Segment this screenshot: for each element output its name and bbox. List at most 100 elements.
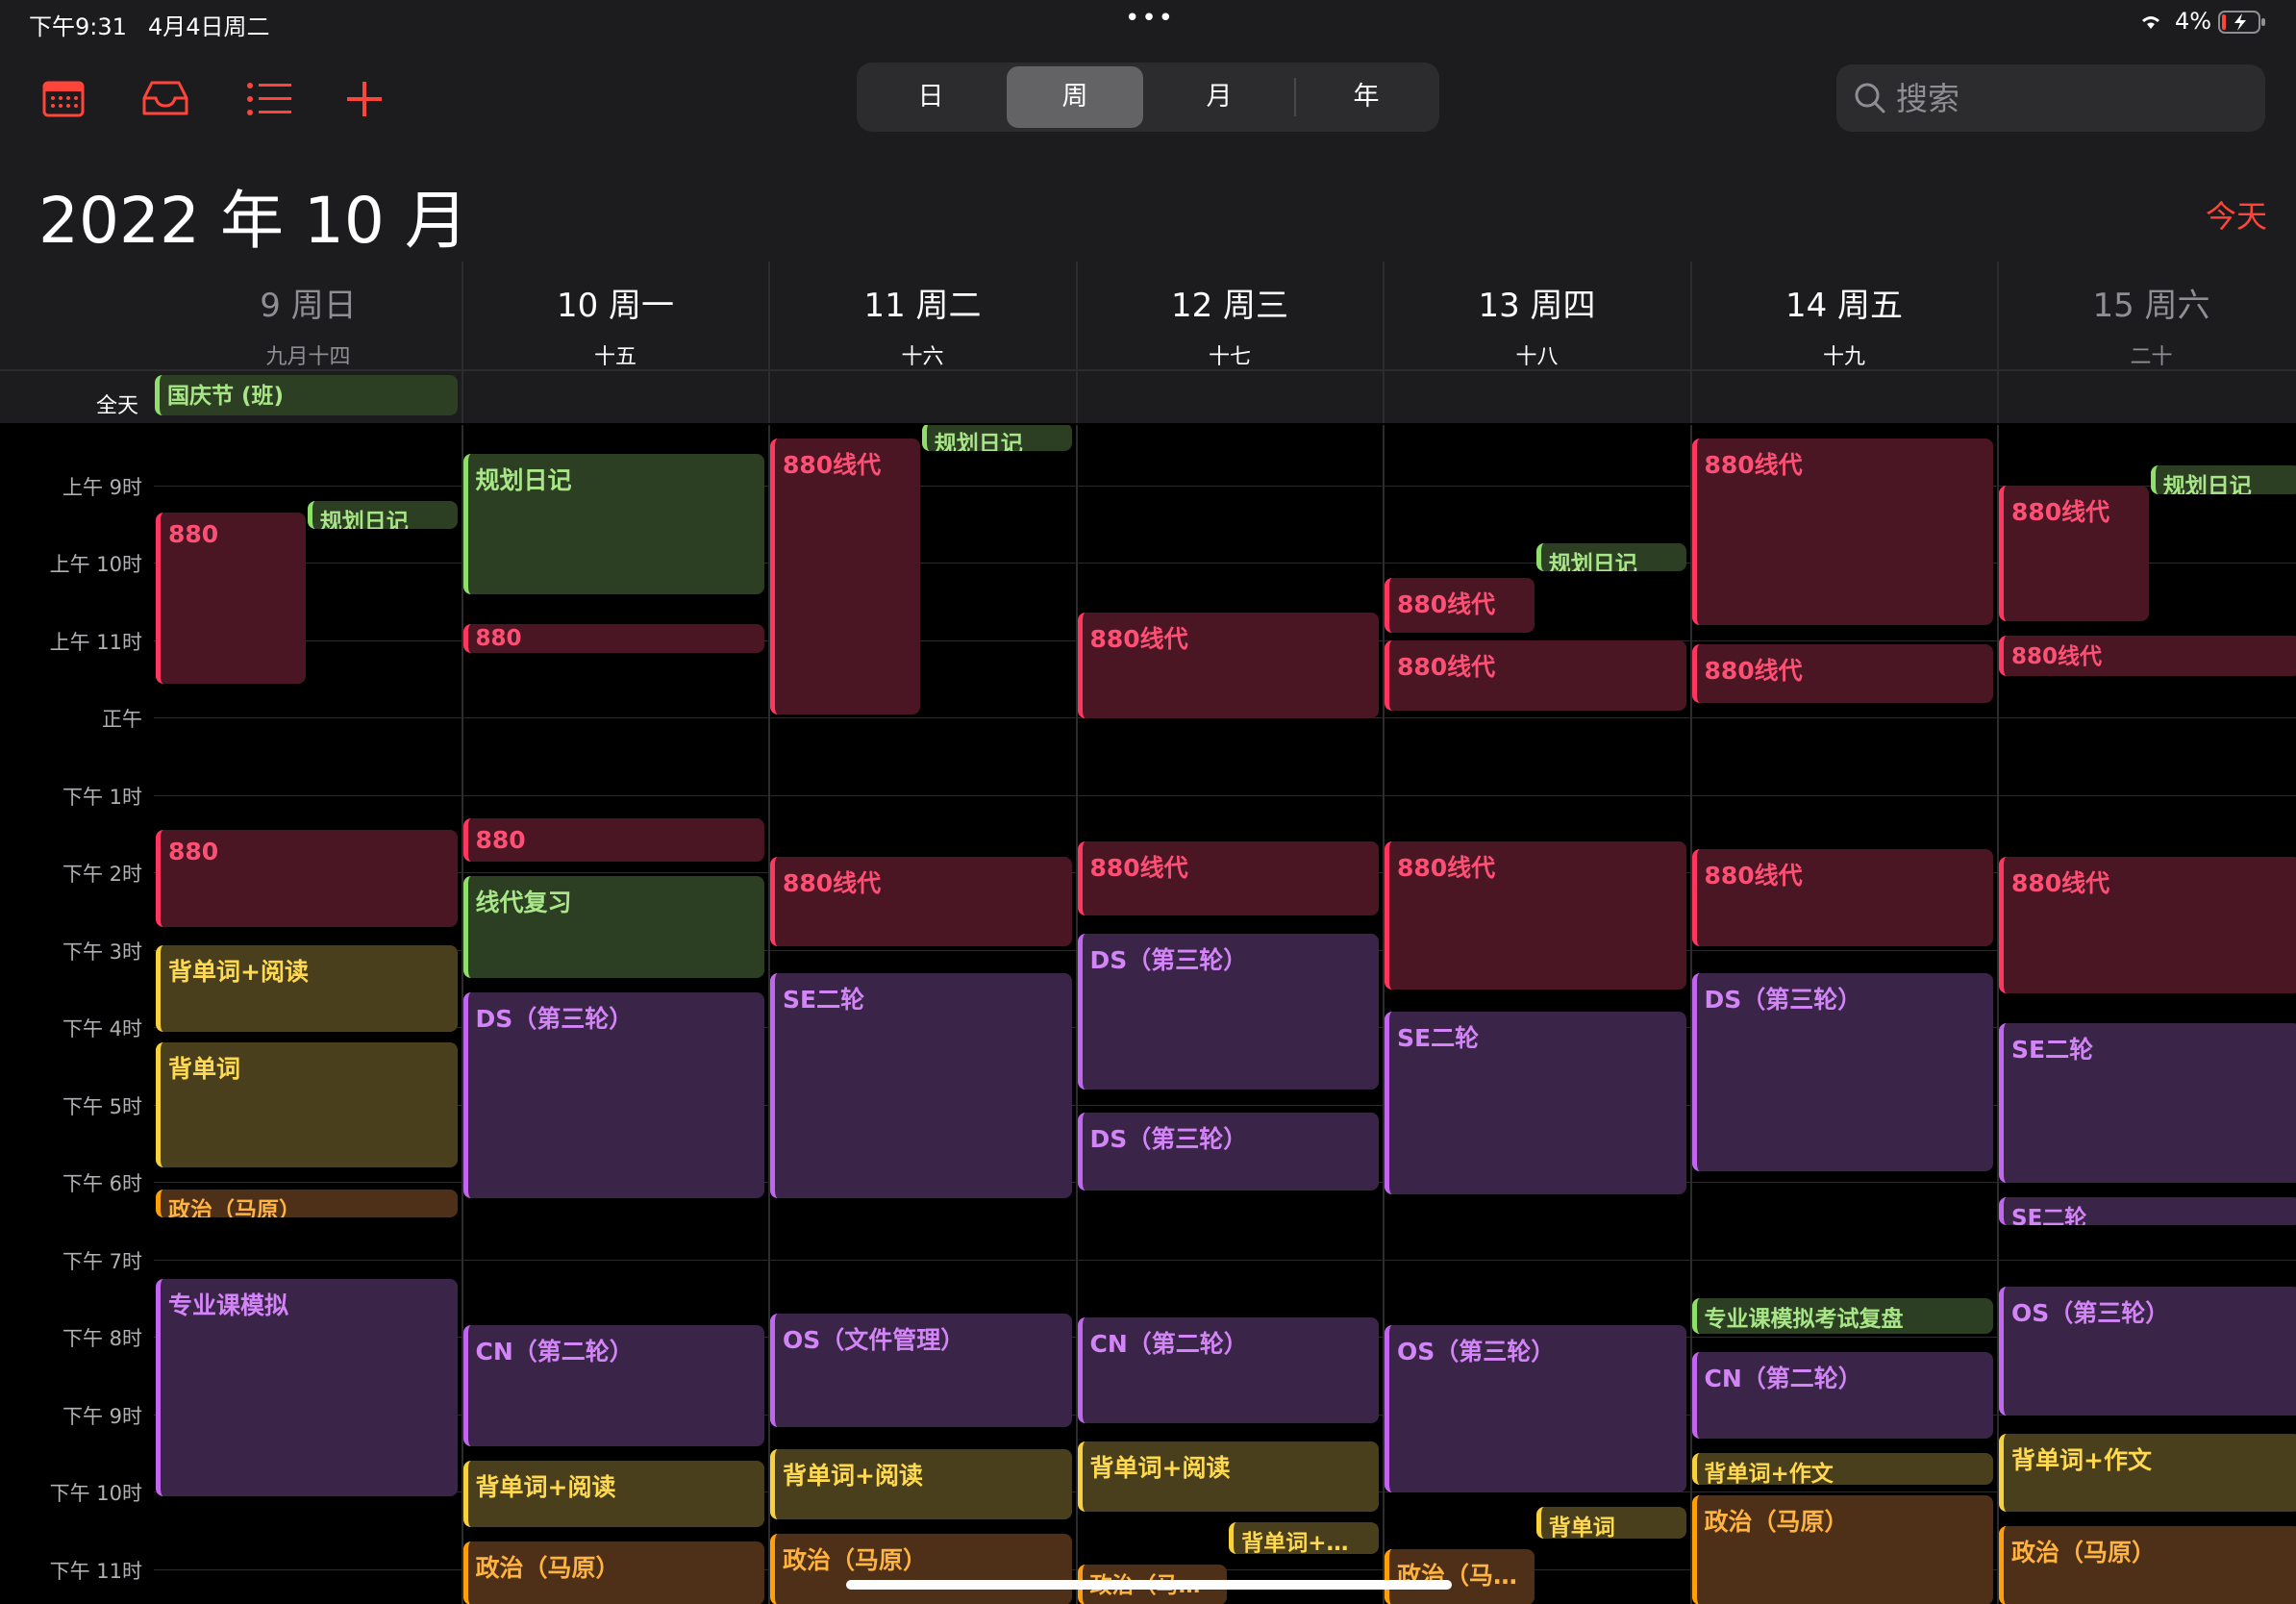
event-block[interactable]: 政治（马原） — [1999, 1526, 2296, 1604]
status-time: 下午9:31 — [29, 13, 127, 40]
segment-week[interactable]: 周 — [1007, 66, 1143, 128]
home-indicator[interactable] — [846, 1580, 1452, 1590]
event-block[interactable]: CN（第二轮） — [1691, 1352, 1993, 1439]
event-block[interactable]: 政治（马原） — [156, 1190, 458, 1218]
battery-charging-icon — [2218, 11, 2265, 34]
event-title: 政治（马原） — [1704, 1508, 1849, 1537]
event-block[interactable]: 880线代 — [1691, 643, 1993, 703]
event-block[interactable]: 线代复习 — [462, 876, 764, 978]
event-block[interactable]: OS（第三轮） — [1385, 1324, 1686, 1493]
event-block[interactable]: 背单词+阅读 — [156, 945, 458, 1033]
multitasking-dots[interactable]: ••• — [1125, 4, 1176, 33]
event-block[interactable]: 880线代 — [770, 856, 1072, 947]
day-header-6[interactable]: 15 周六 二十 — [1998, 279, 2296, 370]
segment-day[interactable]: 日 — [917, 82, 944, 112]
event-block[interactable]: SE二轮 — [1999, 1022, 2296, 1184]
event-block[interactable]: 背单词 — [1535, 1507, 1686, 1540]
event-block[interactable]: 880线代 — [1385, 578, 1535, 634]
segment-year[interactable]: 年 — [1353, 82, 1380, 112]
hour-label: 下午 1时 — [62, 785, 142, 809]
event-block[interactable]: 规划日记 — [307, 500, 458, 529]
event-block[interactable]: 880线代 — [1077, 840, 1379, 916]
hour-label: 下午 10时 — [49, 1482, 142, 1505]
hour-label: 下午 6时 — [62, 1172, 142, 1195]
event-block[interactable]: OS（第三轮） — [1999, 1286, 2296, 1416]
event-block[interactable]: 背单词+… — [1229, 1522, 1379, 1555]
event-block[interactable]: 880线代 — [1999, 856, 2296, 993]
segment-divider — [1294, 78, 1296, 116]
event-block[interactable]: 政治（马原） — [770, 1534, 1072, 1604]
event-block[interactable]: DS（第三轮） — [462, 991, 764, 1199]
event-block[interactable]: 规划日记 — [1535, 542, 1686, 572]
segment-month[interactable]: 月 — [1206, 82, 1233, 112]
event-block[interactable]: 背单词+阅读 — [462, 1460, 764, 1528]
view-segmented-control: 日 周 月 年 — [857, 63, 1439, 132]
event-block[interactable]: 背单词+作文 — [1691, 1452, 1993, 1485]
column-divider — [1075, 425, 1078, 1604]
event-block[interactable]: CN（第二轮） — [1077, 1316, 1379, 1423]
event-block[interactable]: 880线代 — [1385, 639, 1686, 711]
event-title: 880线代 — [1397, 853, 1496, 882]
day-date: 11 周二 — [863, 287, 982, 325]
event-block[interactable]: 880 — [462, 624, 764, 653]
allday-event[interactable]: 国庆节 (班) — [155, 375, 458, 415]
event-block[interactable]: 规划日记 — [462, 454, 764, 595]
event-block[interactable]: 规划日记 — [2150, 465, 2296, 494]
event-block[interactable]: DS（第三轮） — [1077, 1112, 1379, 1191]
day-header-2[interactable]: 11 周二 十六 — [769, 279, 1076, 370]
event-block[interactable]: SE二轮 — [1385, 1011, 1686, 1195]
day-header-1[interactable]: 10 周一 十五 — [462, 279, 769, 370]
hour-gridline — [154, 794, 2296, 796]
event-block[interactable]: CN（第二轮） — [462, 1324, 764, 1446]
event-block[interactable]: OS（文件管理） — [770, 1313, 1072, 1427]
day-header-4[interactable]: 13 周四 十八 — [1384, 279, 1690, 370]
event-block[interactable]: 880线代 — [1077, 613, 1379, 718]
event-block[interactable]: 880 — [462, 817, 764, 862]
event-block[interactable]: 背单词+阅读 — [1077, 1441, 1379, 1513]
event-block[interactable]: 专业课模拟考试复盘 — [1691, 1297, 1993, 1334]
event-block[interactable]: 880 — [156, 829, 458, 928]
day-header-3[interactable]: 12 周三 十七 — [1077, 279, 1384, 370]
event-block[interactable]: 880线代 — [1999, 636, 2296, 676]
event-title: 背单词+… — [1241, 1531, 1349, 1555]
event-block[interactable]: 880线代 — [1999, 485, 2149, 622]
search-input[interactable] — [1896, 64, 2252, 132]
hour-gridline — [154, 563, 2296, 564]
day-header-5[interactable]: 14 周五 十九 — [1691, 279, 1998, 370]
event-block[interactable]: 880线代 — [1691, 439, 1993, 626]
event-block[interactable]: SE二轮 — [770, 972, 1072, 1199]
hour-label: 下午 3时 — [62, 940, 142, 964]
event-block[interactable]: DS（第三轮） — [1077, 934, 1379, 1090]
hour-label: 下午 8时 — [62, 1327, 142, 1350]
column-divider — [768, 262, 770, 423]
day-header-0[interactable]: 9 周日 九月十四 — [155, 279, 462, 370]
add-icon[interactable] — [344, 79, 385, 119]
event-block[interactable]: 背单词+作文 — [1999, 1433, 2296, 1513]
event-block[interactable]: 政治（马原） — [462, 1541, 764, 1604]
event-block[interactable]: 背单词 — [156, 1042, 458, 1167]
event-block[interactable]: 背单词+阅读 — [770, 1448, 1072, 1520]
event-block[interactable]: 政治（马原） — [1691, 1495, 1993, 1604]
day-date: 10 周一 — [556, 287, 675, 325]
event-block[interactable]: 880线代 — [1385, 840, 1686, 990]
event-block[interactable]: 880线代 — [1691, 848, 1993, 947]
event-block[interactable]: SE二轮 — [1999, 1197, 2296, 1226]
event-block[interactable]: 政治（马… — [1385, 1549, 1535, 1604]
search-field[interactable] — [1836, 64, 2265, 132]
allday-label: 全天 — [96, 394, 139, 418]
event-block[interactable]: 880 — [156, 512, 306, 684]
event-title: DS（第三轮） — [1089, 1124, 1248, 1153]
battery-percent: 4% — [2175, 8, 2212, 35]
event-block[interactable]: 规划日记 — [921, 425, 1072, 452]
event-block[interactable]: DS（第三轮） — [1691, 972, 1993, 1171]
calendar-icon[interactable] — [42, 79, 85, 117]
event-title: OS（第三轮） — [2011, 1298, 2170, 1327]
event-title: 880线代 — [783, 868, 882, 897]
today-button[interactable]: 今天 — [2206, 198, 2268, 235]
event-block[interactable]: 880线代 — [770, 439, 920, 714]
list-icon[interactable] — [246, 81, 292, 117]
inbox-icon[interactable] — [140, 79, 190, 117]
event-block[interactable]: 专业课模拟 — [156, 1278, 458, 1497]
event-title: DS（第三轮） — [475, 1004, 634, 1033]
